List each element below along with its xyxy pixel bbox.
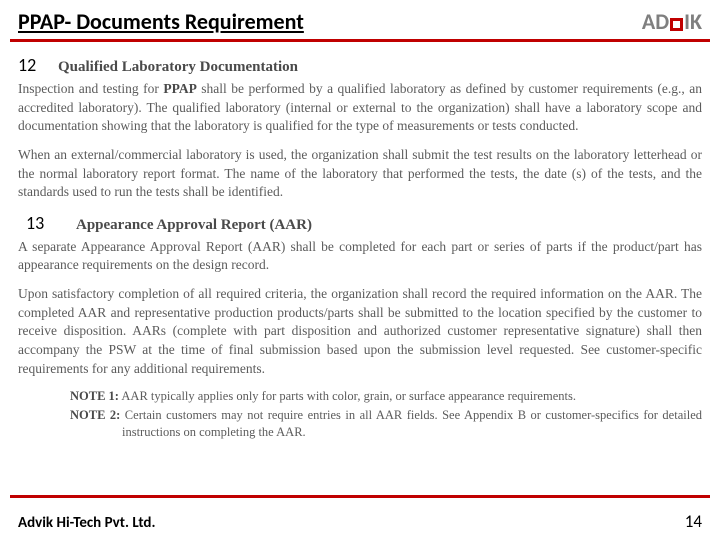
section-12-number: 12 [18, 54, 40, 76]
section-13-header: 13 Appearance Approval Report (AAR) [18, 212, 702, 234]
logo: AD IK [642, 8, 702, 35]
note-2: NOTE 2: Certain customers may not requir… [70, 407, 702, 441]
note-1-text: AAR typically applies only for parts wit… [119, 389, 576, 403]
content-area: 12 Qualified Laboratory Documentation In… [0, 42, 720, 441]
section-12-header: 12 Qualified Laboratory Documentation [18, 54, 702, 76]
section-13-number: 13 [26, 212, 48, 234]
section-12-para-2: When an external/commercial laboratory i… [18, 146, 702, 202]
note-2-label: NOTE 2: [70, 408, 120, 422]
section-13-para-2: Upon satisfactory completion of all requ… [18, 285, 702, 378]
logo-text-left: AD [642, 8, 669, 35]
footer-divider [10, 495, 710, 498]
note-1: NOTE 1: AAR typically applies only for p… [70, 388, 702, 405]
header: PPAP- Documents Requirement AD IK [0, 0, 720, 39]
footer: Advik Hi-Tech Pvt. Ltd. 14 [0, 511, 720, 532]
note-2-text: Certain customers may not require entrie… [120, 408, 702, 439]
footer-company: Advik Hi-Tech Pvt. Ltd. [18, 514, 155, 532]
text-fragment: Inspection and testing for [18, 81, 163, 96]
text-bold: PPAP [163, 81, 197, 96]
note-1-label: NOTE 1: [70, 389, 119, 403]
page-title: PPAP- Documents Requirement [18, 8, 304, 35]
section-13-para-1: A separate Appearance Approval Report (A… [18, 238, 702, 275]
section-12-para-1: Inspection and testing for PPAP shall be… [18, 80, 702, 136]
section-13-heading: Appearance Approval Report (AAR) [76, 217, 312, 234]
logo-text-right: IK [684, 8, 702, 35]
notes-block: NOTE 1: AAR typically applies only for p… [18, 388, 702, 441]
page-number: 14 [685, 511, 702, 532]
logo-square-icon [670, 18, 683, 31]
section-12-heading: Qualified Laboratory Documentation [58, 59, 298, 76]
